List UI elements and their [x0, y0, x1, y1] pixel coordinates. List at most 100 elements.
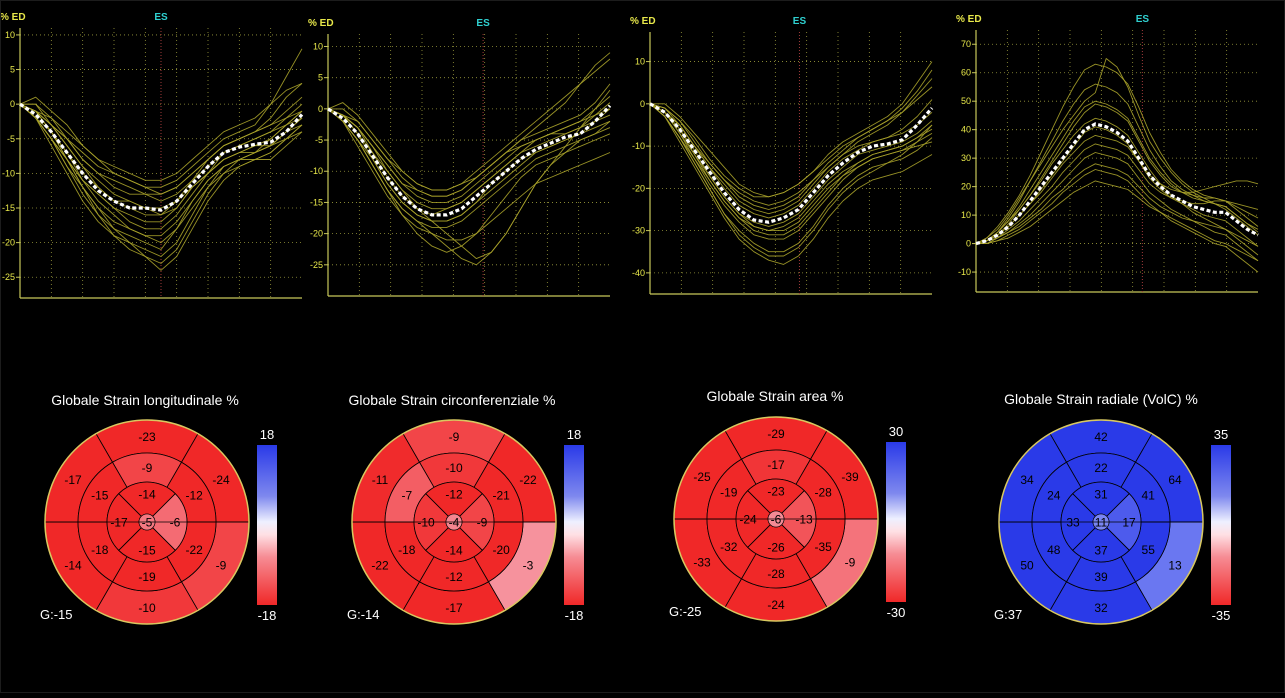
segment-trace [975, 100, 1259, 245]
segment-trace [649, 103, 933, 265]
segment-value: -22 [519, 473, 537, 487]
color-scale-bar [886, 442, 906, 602]
segment-value: -15 [91, 488, 109, 502]
global-value: G:-14 [347, 607, 380, 622]
y-tick-label: 50 [961, 96, 971, 106]
scale-max-label: 18 [567, 427, 581, 442]
y-tick-label: -10 [958, 267, 971, 277]
outer-ring [44, 419, 250, 625]
es-label: ES [793, 16, 807, 27]
segment-value: -23 [767, 485, 785, 499]
segment-value: -28 [815, 485, 833, 499]
segment-value: -12 [445, 570, 463, 584]
mean-curve [649, 102, 934, 224]
strain-curve-chart-2: 10 5 0 -5 -10 -15 -20 -25 % ED ES [308, 18, 612, 297]
y-tick-label: 5 [318, 73, 323, 83]
color-scale-bar [564, 445, 584, 605]
segment-value: 50 [1020, 558, 1034, 572]
scale-max-label: 18 [260, 427, 274, 442]
mean-curve [19, 102, 304, 212]
y-tick-label: 0 [10, 99, 15, 109]
segment-trace [649, 103, 933, 206]
y-tick-label: -10 [632, 141, 645, 151]
y-tick-label: 20 [961, 182, 971, 192]
segment-value: -10 [417, 516, 435, 530]
segment-value: -12 [445, 488, 463, 502]
bullseye-plot-3: Globale Strain area % -29 -39 -9 -24 -33 -25 -1… [669, 388, 906, 622]
segment-trace [327, 108, 611, 266]
global-value: G:-15 [40, 607, 73, 622]
segment-value: -9 [845, 555, 856, 569]
y-tick-label: -20 [310, 229, 323, 239]
segment-value: -17 [445, 601, 463, 615]
color-scale-bar [257, 445, 277, 605]
segment-value: -33 [693, 555, 711, 569]
y-tick-label: 0 [640, 99, 645, 109]
y-tick-label: -15 [310, 197, 323, 207]
segment-value: -4 [449, 516, 460, 530]
y-tick-label: 0 [318, 104, 323, 114]
segment-trace [649, 103, 933, 227]
segment-trace [649, 103, 933, 240]
segment-value: -29 [767, 427, 785, 441]
y-tick-label: -25 [2, 272, 15, 282]
scale-min-label: -30 [887, 605, 906, 620]
segment-value: 64 [1168, 473, 1182, 487]
ed-label: % ED [308, 18, 334, 29]
global-value: G:-25 [669, 604, 702, 619]
y-tick-label: -30 [632, 226, 645, 236]
bullseye-title: Globale Strain area % [707, 388, 844, 404]
outer-ring [673, 416, 879, 622]
segment-value: -35 [815, 540, 833, 554]
segment-value: -17 [64, 473, 82, 487]
segment-trace [975, 63, 1259, 244]
ed-label: % ED [0, 12, 26, 23]
segment-trace [649, 103, 933, 257]
segment-trace [649, 69, 933, 198]
segment-value: -14 [445, 544, 463, 558]
bullseye-title: Globale Strain radiale (VolC) % [1004, 391, 1198, 407]
segment-value: -7 [401, 488, 412, 502]
segment-trace [649, 86, 933, 210]
y-tick-label: 5 [10, 65, 15, 75]
segment-trace [19, 103, 303, 250]
segment-value: -9 [477, 516, 488, 530]
segment-trace [975, 83, 1259, 245]
segment-value: 32 [1094, 601, 1108, 615]
y-tick-label: -20 [2, 238, 15, 248]
segment-value: -26 [767, 541, 785, 555]
segment-value: 13 [1168, 558, 1182, 572]
scale-min-label: -35 [1212, 608, 1231, 623]
segment-trace [327, 108, 611, 253]
mean-curve [975, 122, 1259, 246]
segment-trace [650, 61, 933, 198]
segment-value: 22 [1094, 461, 1108, 475]
y-tick-label: 30 [961, 153, 971, 163]
y-tick-label: 70 [961, 39, 971, 49]
segment-value: -13 [795, 513, 813, 527]
segment-value: -21 [493, 488, 511, 502]
y-tick-label: 0 [966, 239, 971, 249]
segment-trace [976, 152, 1259, 262]
segment-value: -18 [398, 543, 416, 557]
segment-trace [327, 96, 611, 260]
segment-trace [975, 117, 1259, 256]
color-scale-bar [1211, 445, 1231, 605]
strain-curve-chart-4: 70 60 50 40 30 20 10 0 -10 % ED ES [956, 14, 1259, 293]
y-tick-label: -20 [632, 183, 645, 193]
bullseye-title: Globale Strain circonferenziale % [349, 392, 556, 408]
mean-curve [327, 104, 612, 217]
segment-value: -6 [170, 516, 181, 530]
segment-trace [327, 52, 611, 191]
y-tick-label: 10 [313, 41, 323, 51]
y-tick-label: -40 [632, 268, 645, 278]
segment-trace [327, 108, 611, 241]
segment-value: -14 [138, 488, 156, 502]
segment-value: 48 [1047, 543, 1061, 557]
segment-trace [649, 103, 933, 253]
bullseye-plot-4: Globale Strain radiale (VolC) % 42 64 13 32 5… [994, 391, 1231, 625]
strain-curve-chart-1: 10 5 0 -5 -10 -15 -20 -25 % ED ES [0, 12, 304, 299]
segment-value: -25 [693, 470, 711, 484]
segment-trace [975, 134, 1259, 245]
bullseye-plot-2: Globale Strain circonferenziale % -9 -22 -3… [347, 392, 584, 625]
